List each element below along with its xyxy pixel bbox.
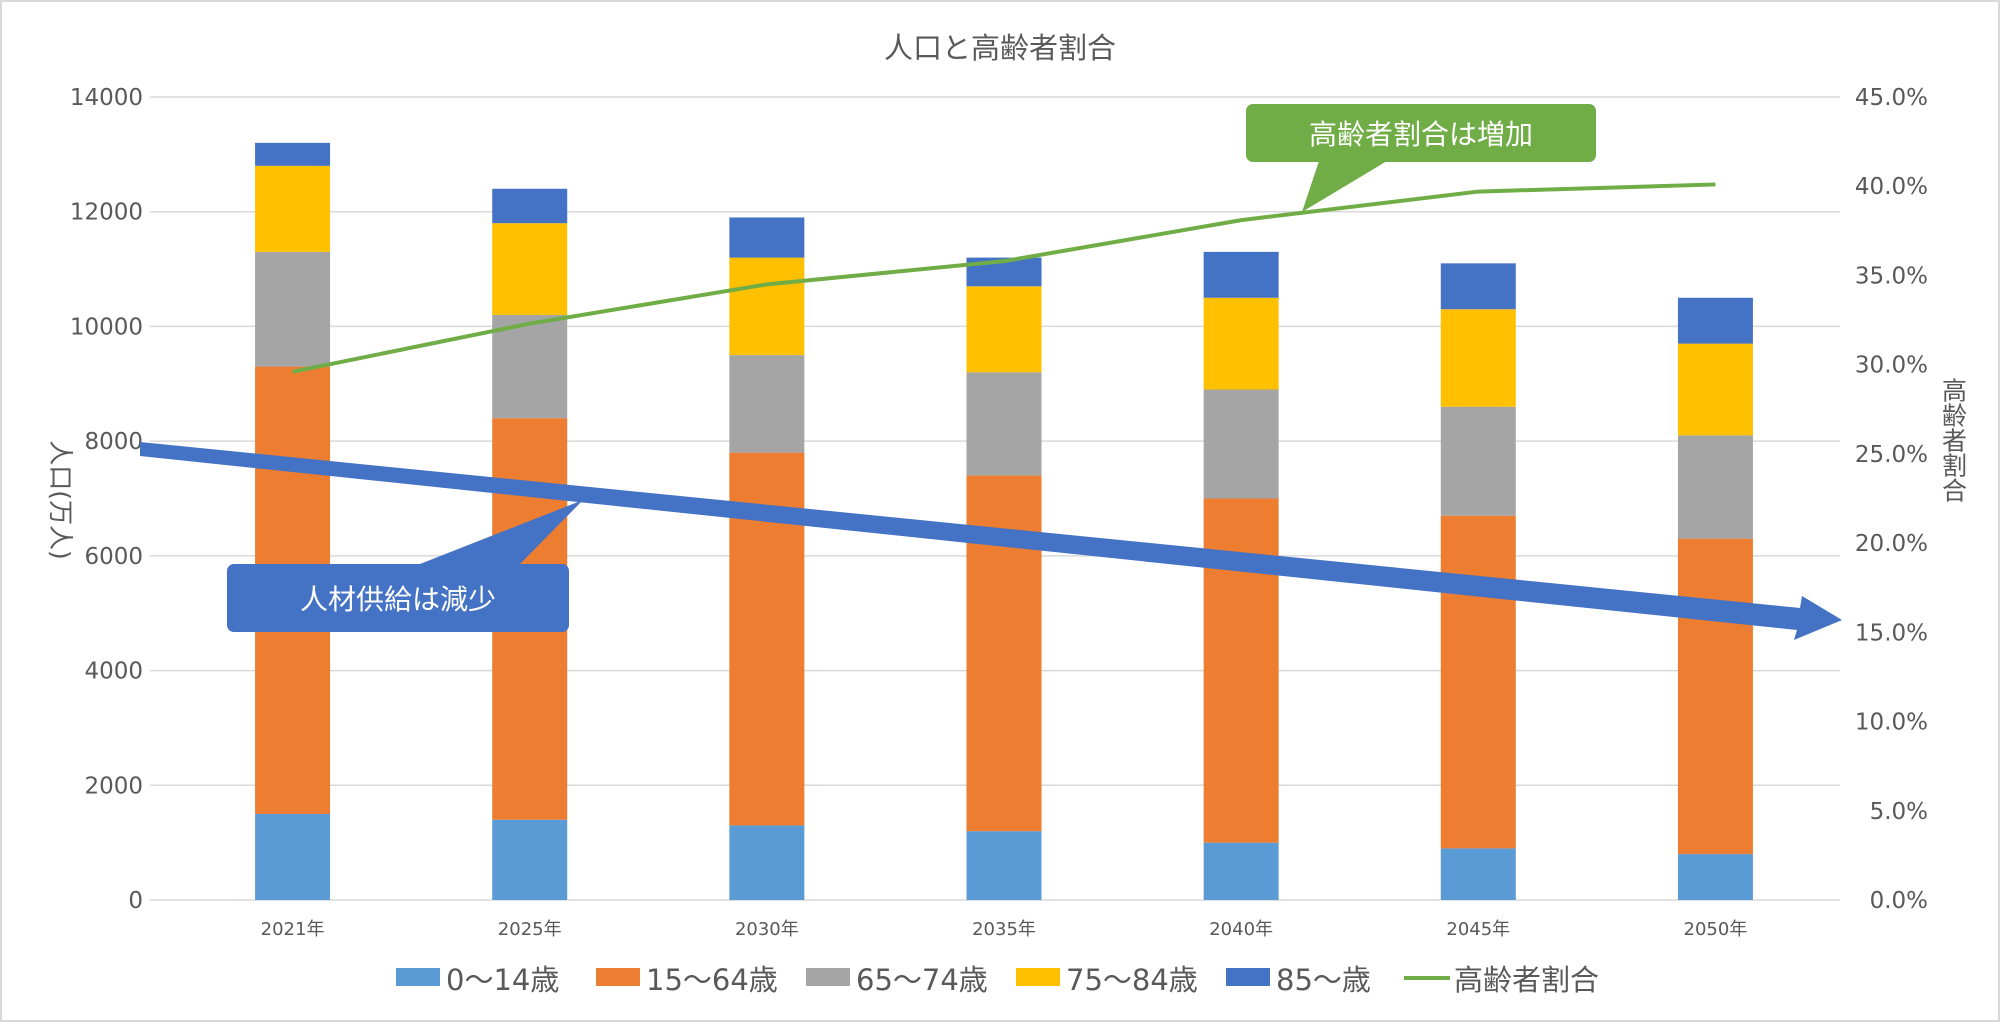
supply-callout-pointer: [420, 500, 583, 564]
bar-segment: [1677, 297, 1753, 344]
y-tick-label: 10000: [70, 314, 143, 340]
x-tick-label: 2030年: [735, 919, 799, 940]
ratio-line: [292, 182, 1716, 374]
x-tick-label: 2050年: [1684, 919, 1748, 940]
bar-segment: [255, 165, 331, 252]
bar-segment: [1203, 389, 1279, 499]
legend-label: 65〜74歳: [856, 963, 988, 997]
y-tick-label: 8000: [84, 429, 143, 455]
bar-segment: [729, 355, 805, 453]
x-tick-label: 2025年: [498, 919, 562, 940]
y-tick-label: 14000: [70, 85, 143, 111]
y2-tick-label: 25.0%: [1855, 442, 1928, 468]
y2-axis-title: 高齢者割合: [1939, 378, 1968, 503]
y-tick-label: 4000: [84, 659, 143, 685]
bar-segment: [1677, 538, 1753, 855]
bar-segment: [1677, 343, 1753, 436]
bar-segment: [966, 372, 1042, 476]
bar-segment: [255, 251, 331, 367]
y-tick-label: 6000: [84, 544, 143, 570]
y2-tick-label: 35.0%: [1855, 263, 1928, 289]
legend-label: 0〜14歳: [446, 963, 559, 997]
chart-title: 人口と高齢者割合: [884, 31, 1116, 65]
bar-segment: [492, 819, 568, 900]
y2-tick-label: 20.0%: [1855, 531, 1928, 557]
ratio-callout-box: [1246, 104, 1596, 162]
y2-tick-label: 0.0%: [1870, 888, 1928, 914]
legend: 0〜14歳 15〜64歳 65〜74歳 75〜84歳 85〜歳 高齢者割合: [396, 963, 1599, 997]
legend-label: 高齢者割合: [1454, 963, 1599, 997]
secondary-y-axis: 0.0% 5.0% 10.0% 15.0% 20.0% 25.0% 30.0% 35.0% 40…: [1855, 85, 1968, 914]
x-axis: 2021年 2025年 2030年 2035年 2040年 2045年 2050年: [261, 919, 1748, 940]
y2-tick-label: 45.0%: [1855, 85, 1928, 111]
bar-segment: [729, 257, 805, 356]
decline-trend-arrow: [140, 442, 1842, 640]
bar-segment: [255, 813, 331, 900]
x-tick-label: 2021年: [261, 919, 325, 940]
bar-segment: [1203, 297, 1279, 390]
y-axis-title: 人口(万人): [46, 440, 75, 560]
bar-segment: [1440, 515, 1516, 849]
bar-segment: [1440, 848, 1516, 900]
y2-tick-label: 5.0%: [1870, 799, 1928, 825]
y-tick-label: 12000: [70, 200, 143, 226]
ratio-callout-pointer: [1302, 158, 1392, 212]
x-tick-label: 2035年: [972, 919, 1036, 940]
legend-swatch: [1226, 968, 1270, 986]
legend-swatch: [596, 968, 640, 986]
y2-tick-label: 10.0%: [1855, 710, 1928, 736]
legend-label: 75〜84歳: [1066, 963, 1198, 997]
bar-segment: [1677, 854, 1753, 900]
ratio-series-line: [292, 182, 1716, 374]
x-tick-label: 2045年: [1446, 919, 1510, 940]
bar-segment: [1203, 251, 1279, 298]
legend-label: 85〜歳: [1276, 963, 1371, 997]
y-tick-label: 0: [128, 888, 143, 914]
bar-segment: [729, 825, 805, 900]
ratio-callout-label: 高齢者割合は増加: [1309, 118, 1533, 151]
x-tick-label: 2040年: [1209, 919, 1273, 940]
bar-segment: [1203, 842, 1279, 900]
bar-segment: [492, 314, 568, 419]
bar-segment: [492, 223, 568, 315]
bar-segment: [1677, 435, 1753, 539]
legend-label: 15〜64歳: [646, 963, 778, 997]
y2-tick-label: 30.0%: [1855, 353, 1928, 379]
bar-segment: [1440, 263, 1516, 310]
annotations: 人材供給は減少 高齢者割合は増加: [140, 104, 1842, 640]
y2-tick-label: 40.0%: [1855, 174, 1928, 200]
bar-segment: [1440, 406, 1516, 516]
bar-segment: [492, 188, 568, 224]
legend-swatch: [1016, 968, 1060, 986]
bar-segment: [729, 217, 805, 258]
y-tick-label: 2000: [84, 773, 143, 799]
supply-callout-label: 人材供給は減少: [300, 583, 496, 616]
legend-swatch: [396, 968, 440, 986]
legend-swatch: [806, 968, 850, 986]
bar-segment: [966, 286, 1042, 373]
bar-segment: [1440, 309, 1516, 407]
supply-callout-box: [227, 564, 569, 632]
y-axis: 0 2000 4000 6000 8000 10000 12000 14000 人口(万人): [46, 85, 143, 914]
bar-segment: [966, 831, 1042, 900]
bar-segment: [255, 142, 331, 166]
y2-tick-label: 15.0%: [1855, 620, 1928, 646]
